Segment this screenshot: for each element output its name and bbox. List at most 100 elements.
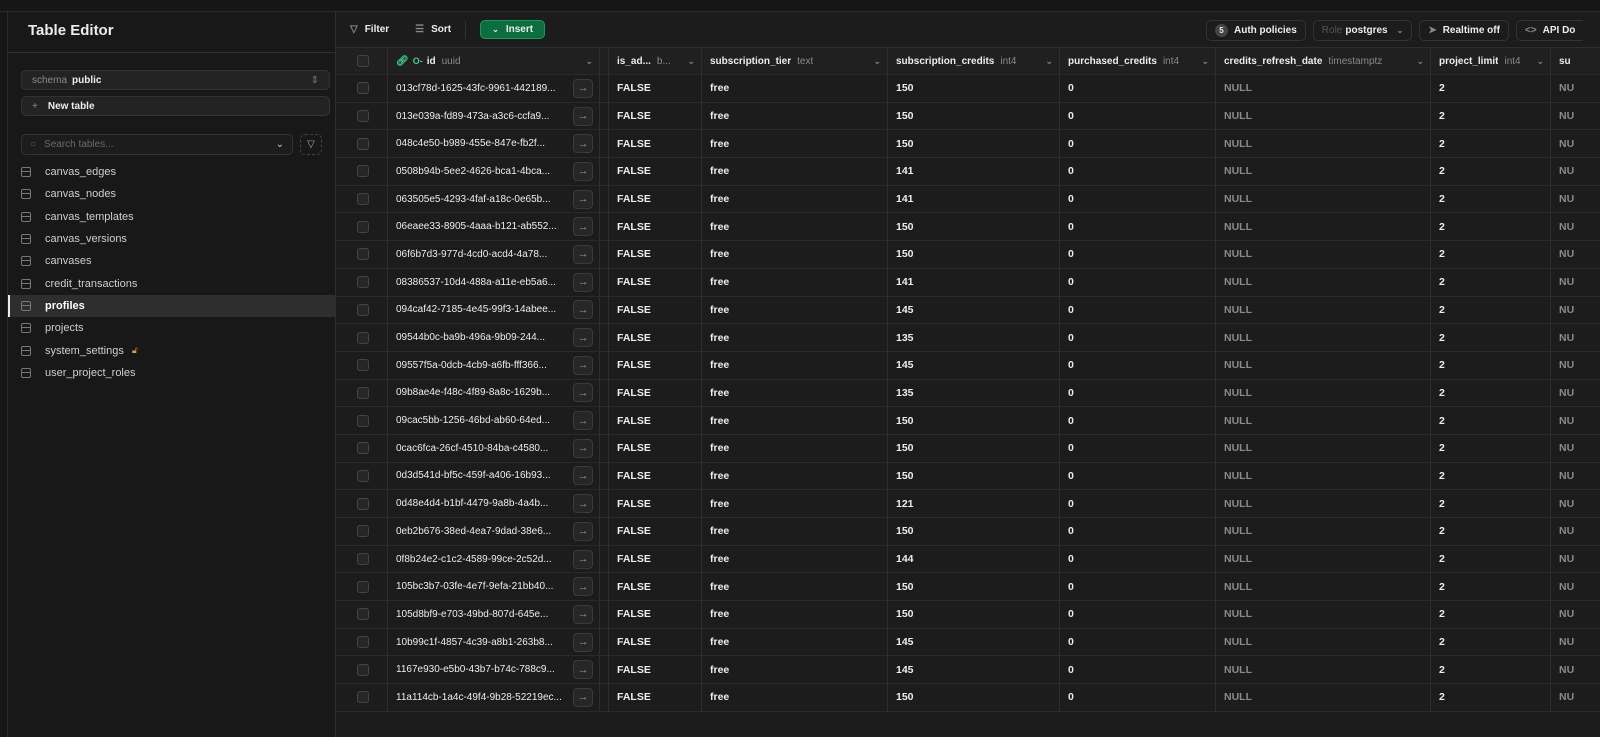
cell-limit[interactable]: 2: [1431, 684, 1551, 711]
row-checkbox[interactable]: [336, 241, 388, 268]
cell-limit[interactable]: 2: [1431, 351, 1551, 379]
cell-limit[interactable]: 2: [1431, 213, 1551, 241]
cell-limit[interactable]: 2: [1431, 379, 1551, 407]
cell-id[interactable]: 0f8b24e2-c1c2-4589-99ce-2c52d... →: [388, 545, 600, 573]
cell-is_admin[interactable]: FALSE: [609, 185, 702, 213]
cell-credits[interactable]: 145: [888, 296, 1060, 324]
cell-limit[interactable]: 2: [1431, 628, 1551, 656]
cell-refresh[interactable]: NULL: [1216, 241, 1431, 268]
cell-purchased[interactable]: 0: [1060, 75, 1216, 102]
cell-tier[interactable]: free: [702, 324, 888, 351]
arrow-right-icon[interactable]: →: [573, 134, 593, 154]
cell-limit[interactable]: 2: [1431, 268, 1551, 296]
cell-credits[interactable]: 141: [888, 268, 1060, 296]
cell-id[interactable]: 0eb2b676-38ed-4ea7-9dad-38e6... →: [388, 518, 600, 545]
row-checkbox[interactable]: [336, 130, 388, 158]
cell-last[interactable]: NU: [1551, 297, 1600, 324]
cell-refresh[interactable]: NULL: [1216, 379, 1431, 407]
chevron-down-icon[interactable]: ⌄: [585, 55, 593, 66]
cell-purchased[interactable]: 0: [1060, 462, 1216, 490]
cell-limit[interactable]: 2: [1431, 656, 1551, 684]
cell-purchased[interactable]: 0: [1060, 185, 1216, 213]
cell-id[interactable]: 09544b0c-ba9b-496a-9b09-244... →: [388, 324, 600, 351]
select-all-checkbox[interactable]: [336, 48, 388, 74]
cell-purchased[interactable]: 0: [1060, 545, 1216, 573]
column-header-credits_refresh_date[interactable]: credits_refresh_date timestamptz ⌄: [1216, 48, 1431, 74]
cell-credits[interactable]: 150: [888, 407, 1060, 434]
cell-tier[interactable]: free: [702, 407, 888, 434]
cell-purchased[interactable]: 0: [1060, 351, 1216, 379]
cell-tier[interactable]: free: [702, 601, 888, 628]
cell-purchased[interactable]: 0: [1060, 158, 1216, 185]
row-checkbox[interactable]: [336, 185, 388, 213]
cell-tier[interactable]: free: [702, 213, 888, 241]
column-header-subscription_tier[interactable]: subscription_tier text ⌄: [702, 48, 888, 74]
arrow-right-icon[interactable]: →: [573, 161, 593, 181]
cell-limit[interactable]: 2: [1431, 158, 1551, 185]
row-checkbox[interactable]: [336, 268, 388, 296]
insert-button[interactable]: ⌄ Insert: [480, 20, 546, 39]
cell-purchased[interactable]: 0: [1060, 130, 1216, 158]
cell-is_admin[interactable]: FALSE: [609, 407, 702, 434]
cell-is_admin[interactable]: FALSE: [609, 434, 702, 462]
cell-id[interactable]: 013cf78d-1625-43fc-9961-442189... →: [388, 75, 600, 102]
cell-last[interactable]: NU: [1551, 352, 1600, 379]
cell-credits[interactable]: 150: [888, 102, 1060, 130]
cell-purchased[interactable]: 0: [1060, 379, 1216, 407]
cell-refresh[interactable]: NULL: [1216, 268, 1431, 296]
cell-credits[interactable]: 144: [888, 545, 1060, 573]
arrow-right-icon[interactable]: →: [573, 549, 593, 569]
chevron-down-icon[interactable]: ⌄: [1416, 55, 1424, 66]
cell-tier[interactable]: free: [702, 130, 888, 158]
cell-is_admin[interactable]: FALSE: [609, 268, 702, 296]
new-table-button[interactable]: + New table: [21, 96, 330, 116]
cell-limit[interactable]: 2: [1431, 601, 1551, 628]
cell-limit[interactable]: 2: [1431, 102, 1551, 130]
arrow-right-icon[interactable]: →: [573, 411, 593, 431]
cell-purchased[interactable]: 0: [1060, 407, 1216, 434]
row-checkbox[interactable]: [336, 407, 388, 434]
row-checkbox[interactable]: [336, 573, 388, 601]
cell-credits[interactable]: 135: [888, 324, 1060, 351]
cell-last[interactable]: NU: [1551, 213, 1600, 240]
cell-last[interactable]: NU: [1551, 103, 1600, 130]
cell-credits[interactable]: 150: [888, 573, 1060, 601]
cell-last[interactable]: NU: [1551, 380, 1600, 407]
arrow-right-icon[interactable]: →: [573, 189, 593, 209]
cell-id[interactable]: 063505e5-4293-4faf-a18c-0e65b... →: [388, 185, 600, 213]
arrow-right-icon[interactable]: →: [573, 494, 593, 514]
cell-is_admin[interactable]: FALSE: [609, 130, 702, 158]
cell-id[interactable]: 11a114cb-1a4c-49f4-9b28-52219ec... →: [388, 684, 600, 711]
row-checkbox[interactable]: [336, 545, 388, 573]
cell-id[interactable]: 09557f5a-0dcb-4cb9-a6fb-fff366... →: [388, 351, 600, 379]
cell-is_admin[interactable]: FALSE: [609, 296, 702, 324]
cell-tier[interactable]: free: [702, 518, 888, 545]
cell-is_admin[interactable]: FALSE: [609, 656, 702, 684]
cell-refresh[interactable]: NULL: [1216, 296, 1431, 324]
cell-last[interactable]: NU: [1551, 629, 1600, 656]
cell-refresh[interactable]: NULL: [1216, 462, 1431, 490]
cell-purchased[interactable]: 0: [1060, 102, 1216, 130]
row-checkbox[interactable]: [336, 75, 388, 102]
cell-id[interactable]: 0d48e4d4-b1bf-4479-9a8b-4a4b... →: [388, 490, 600, 517]
cell-purchased[interactable]: 0: [1060, 684, 1216, 711]
cell-id[interactable]: 0d3d541d-bf5c-459f-a406-16b93... →: [388, 462, 600, 490]
cell-tier[interactable]: free: [702, 158, 888, 185]
cell-tier[interactable]: free: [702, 268, 888, 296]
cell-limit[interactable]: 2: [1431, 130, 1551, 158]
sidebar-item-system-settings[interactable]: system_settings 🔓︎: [8, 339, 336, 361]
schema-selector[interactable]: schema public ⇕: [21, 70, 330, 90]
cell-refresh[interactable]: NULL: [1216, 490, 1431, 517]
cell-last[interactable]: NU: [1551, 407, 1600, 434]
cell-limit[interactable]: 2: [1431, 241, 1551, 268]
cell-tier[interactable]: free: [702, 434, 888, 462]
cell-last[interactable]: NU: [1551, 324, 1600, 351]
cell-credits[interactable]: 150: [888, 601, 1060, 628]
sidebar-item-canvas-versions[interactable]: canvas_versions: [8, 228, 336, 250]
api-docs-button[interactable]: <> API Do: [1515, 20, 1584, 41]
cell-limit[interactable]: 2: [1431, 434, 1551, 462]
column-header-purchased_credits[interactable]: purchased_credits int4 ⌄: [1060, 48, 1216, 74]
column-header-subscription_credits[interactable]: subscription_credits int4 ⌄: [888, 48, 1060, 74]
cell-refresh[interactable]: NULL: [1216, 656, 1431, 684]
cell-is_admin[interactable]: FALSE: [609, 573, 702, 601]
